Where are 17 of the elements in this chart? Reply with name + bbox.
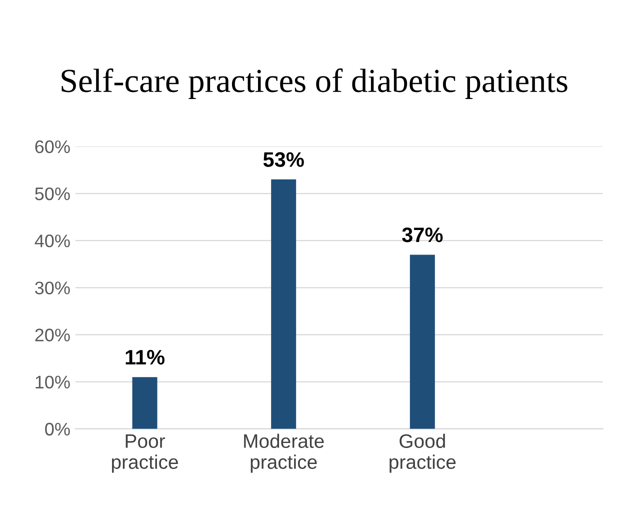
y-tick-label: 60% — [35, 140, 70, 154]
y-tick-label: 40% — [34, 234, 70, 248]
y-tick-label: 30% — [35, 282, 70, 294]
y-tick-label: 20% — [35, 328, 70, 342]
bar — [271, 179, 296, 429]
data-label: 37% — [402, 227, 443, 242]
x-tick-label: Moderate practice — [244, 434, 324, 473]
x-tick-label: Good practice — [390, 434, 456, 473]
chart-title: Self-care practices of diabetic patients — [62, 68, 568, 99]
data-label: 11% — [126, 350, 164, 365]
y-tick-label: 50% — [35, 187, 70, 200]
data-label: 53% — [263, 152, 304, 167]
y-tick-label: 10% — [36, 376, 70, 389]
y-tick-label: 0% — [45, 422, 70, 436]
x-tick-label: Poor practice — [112, 434, 178, 473]
bar — [410, 254, 435, 429]
bar — [132, 377, 158, 429]
